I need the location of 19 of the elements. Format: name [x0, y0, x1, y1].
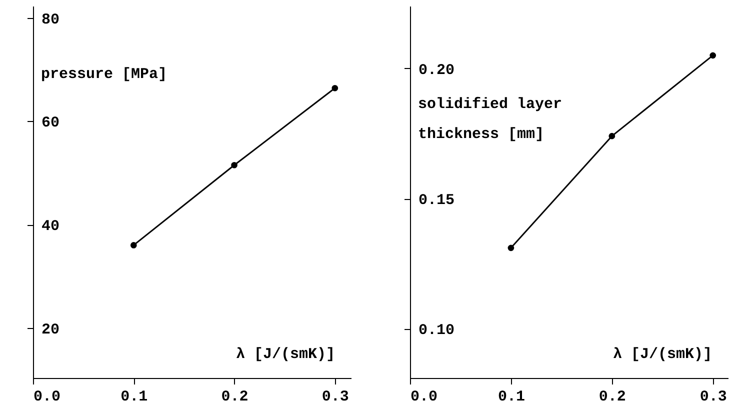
x-tick-label: 0.3 [700, 388, 727, 406]
x-tick-label: 0.0 [34, 388, 61, 406]
y-tick-label: 0.20 [418, 62, 455, 79]
x-axis-title: λ [J/(smK)] [236, 346, 335, 363]
y-tick-label: 40 [42, 218, 60, 236]
y-tick-label: 0.10 [418, 322, 455, 340]
x-axis-title: λ [J/(smK)] [612, 346, 712, 363]
y-tick-label: 60 [42, 114, 60, 132]
x-tick-label: 0.2 [598, 388, 626, 406]
y-axis-title: solidified layer thickness [mm] [418, 96, 562, 143]
y-tick-label: 0.15 [418, 192, 455, 210]
x-tick-label: 0.1 [498, 388, 525, 406]
y-tick-label: 80 [42, 11, 60, 28]
x-tick-label: 0.3 [322, 388, 349, 406]
x-tick-label: 0.1 [120, 388, 148, 406]
y-axis-title: pressure [MPa] [41, 66, 168, 83]
x-tick-label: 0.2 [221, 388, 248, 406]
y-tick-label: 20 [42, 321, 60, 338]
x-tick-label: 0.0 [410, 388, 438, 406]
